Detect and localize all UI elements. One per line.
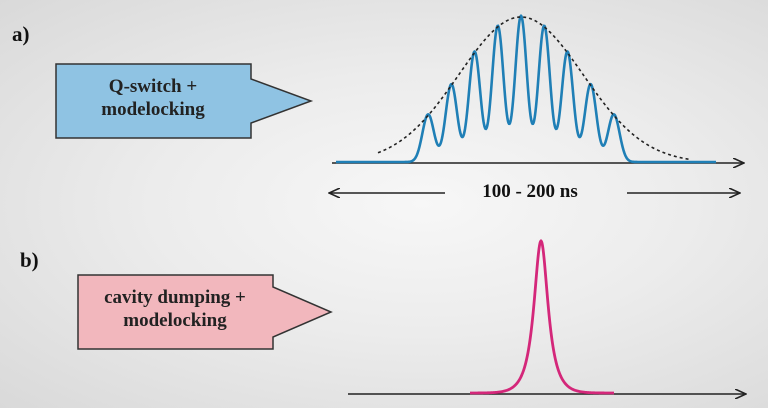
arrow-a-line1: Q-switch +: [108, 76, 198, 97]
cavity-dumping-modelocking-arrow: cavity dumping + modelocking: [77, 274, 337, 350]
duration-label: 100 - 200 ns: [482, 181, 578, 202]
arrow-a-line2: modelocking: [101, 99, 205, 120]
arrow-b-line2: modelocking: [123, 310, 227, 331]
modelocked-pulse-train: [336, 13, 716, 164]
qswitch-modelocking-arrow: Q-switch + modelocking: [55, 63, 315, 139]
arrow-b-line1: cavity dumping +: [104, 287, 246, 308]
panel-b-label: b): [20, 248, 39, 272]
single-dumped-pulse: [470, 239, 614, 395]
qswitch-envelope: [377, 16, 691, 161]
panel-a-label: a): [12, 22, 30, 46]
